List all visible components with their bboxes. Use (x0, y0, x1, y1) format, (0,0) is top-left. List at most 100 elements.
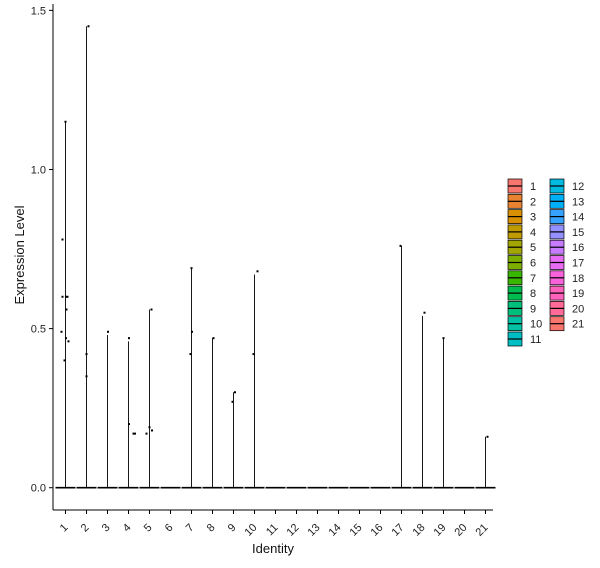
legend-label-2: 2 (530, 196, 536, 208)
x-tick-label-7: 7 (184, 522, 197, 535)
data-point-9-26 (234, 391, 236, 394)
data-point-1-8 (63, 359, 66, 362)
legend-item-19: 19 (549, 285, 584, 301)
data-point-5-19 (148, 426, 151, 429)
legend-item-16: 16 (549, 239, 584, 255)
x-tick-label-18: 18 (410, 522, 427, 539)
x-tick-label-1: 1 (58, 522, 71, 535)
legend-label-8: 8 (530, 288, 536, 300)
plot-area (55, 25, 496, 489)
data-point-17-30 (399, 244, 402, 247)
legend-item-13: 13 (549, 193, 584, 209)
x-tick-label-13: 13 (305, 522, 322, 539)
x-tick-label-21: 21 (473, 522, 490, 539)
data-point-1-1 (61, 295, 64, 298)
data-point-19-32 (442, 337, 445, 340)
data-point-2-12 (85, 375, 88, 378)
legend-label-13: 13 (572, 196, 584, 208)
legend-label-4: 4 (530, 227, 536, 239)
data-point-3-13 (107, 330, 109, 333)
legend-label-20: 20 (572, 303, 584, 315)
y-tick-label-0.0: 0.0 (31, 483, 46, 495)
x-tick-label-6: 6 (163, 522, 176, 535)
x-tick-label-11: 11 (264, 522, 281, 539)
data-point-1-5 (60, 330, 63, 333)
x-tick-label-3: 3 (100, 522, 113, 535)
x-tick-label-12: 12 (284, 522, 301, 539)
data-point-1-0 (61, 238, 64, 241)
x-tick-label-2: 2 (79, 522, 92, 535)
legend-label-9: 9 (530, 303, 536, 315)
data-point-4-17 (134, 432, 136, 435)
legend-label-19: 19 (572, 288, 584, 300)
x-tick-label-20: 20 (452, 522, 469, 539)
legend-label-6: 6 (530, 258, 536, 270)
y-axis: 0.0 0.5 1.0 1.5 (31, 4, 54, 510)
legend-label-7: 7 (530, 273, 536, 285)
data-point-8-25 (212, 337, 215, 340)
x-tick-label-10: 10 (242, 522, 259, 539)
x-axis-title: Identity (252, 541, 294, 556)
legend-item-21: 21 (549, 316, 584, 332)
data-point-4-16 (132, 432, 135, 435)
y-tick-label-1.0: 1.0 (31, 164, 46, 176)
data-point-5-20 (151, 429, 153, 432)
x-tick-label-9: 9 (226, 522, 239, 535)
legend-item-8: 8 (507, 285, 536, 301)
legend-label-21: 21 (572, 319, 584, 331)
legend-label-5: 5 (530, 242, 536, 254)
data-point-5-18 (150, 308, 153, 311)
data-point-7-22 (190, 267, 193, 270)
data-point-5-21 (145, 432, 148, 435)
y-tick-label-1.5: 1.5 (31, 5, 46, 17)
data-point-21-33 (486, 435, 489, 438)
legend-label-10: 10 (530, 319, 542, 331)
legend-item-14: 14 (549, 209, 584, 224)
data-point-7-24 (189, 353, 192, 356)
x-tick-label-17: 17 (389, 522, 406, 539)
data-point-2-10 (87, 25, 90, 28)
x-tick-label-5: 5 (142, 522, 155, 535)
legend-item-4: 4 (507, 224, 536, 240)
data-point-9-27 (231, 400, 234, 403)
legend-label-16: 16 (572, 242, 584, 254)
legend-item-12: 12 (549, 178, 584, 194)
data-point-7-23 (191, 330, 193, 333)
data-point-1-3 (66, 295, 69, 298)
legend-item-1: 1 (507, 178, 536, 194)
x-axis: 1 2 3 4 5 6 7 8 9 10 11 12 13 14 15 16 17 18 19 20 21 (53, 509, 493, 539)
legend-item-3: 3 (507, 209, 536, 224)
legend-label-15: 15 (572, 227, 584, 239)
legend-item-18: 18 (549, 270, 584, 286)
data-point-1-4 (65, 308, 68, 311)
legend-label-18: 18 (572, 273, 584, 285)
data-point-1-2 (65, 295, 67, 298)
data-point-1-6 (65, 337, 67, 340)
x-tick-label-15: 15 (347, 522, 364, 539)
legend-item-9: 9 (507, 301, 536, 316)
legend-item-5: 5 (507, 239, 536, 255)
data-point-10-29 (252, 353, 255, 356)
y-tick-label-0.5: 0.5 (31, 324, 46, 336)
data-point-4-15 (128, 423, 130, 426)
data-point-2-11 (85, 353, 88, 356)
legend-item-10: 10 (507, 316, 542, 332)
data-point-10-28 (256, 270, 259, 273)
x-tick-label-4: 4 (121, 522, 134, 535)
legend-label-11: 11 (530, 334, 541, 346)
legend-item-6: 6 (507, 255, 536, 270)
legend-label-14: 14 (572, 212, 584, 224)
x-tick-label-16: 16 (368, 522, 385, 539)
legend-label-1: 1 (530, 181, 536, 193)
legend-item-20: 20 (549, 301, 584, 316)
legend-item-17: 17 (549, 255, 584, 270)
legend-label-3: 3 (530, 212, 536, 224)
x-tick-label-8: 8 (205, 522, 218, 535)
legend-item-7: 7 (507, 270, 536, 286)
legend-label-17: 17 (572, 258, 584, 270)
x-tick-label-19: 19 (431, 522, 448, 539)
data-point-1-9 (64, 120, 67, 123)
legend-item-15: 15 (549, 224, 584, 240)
